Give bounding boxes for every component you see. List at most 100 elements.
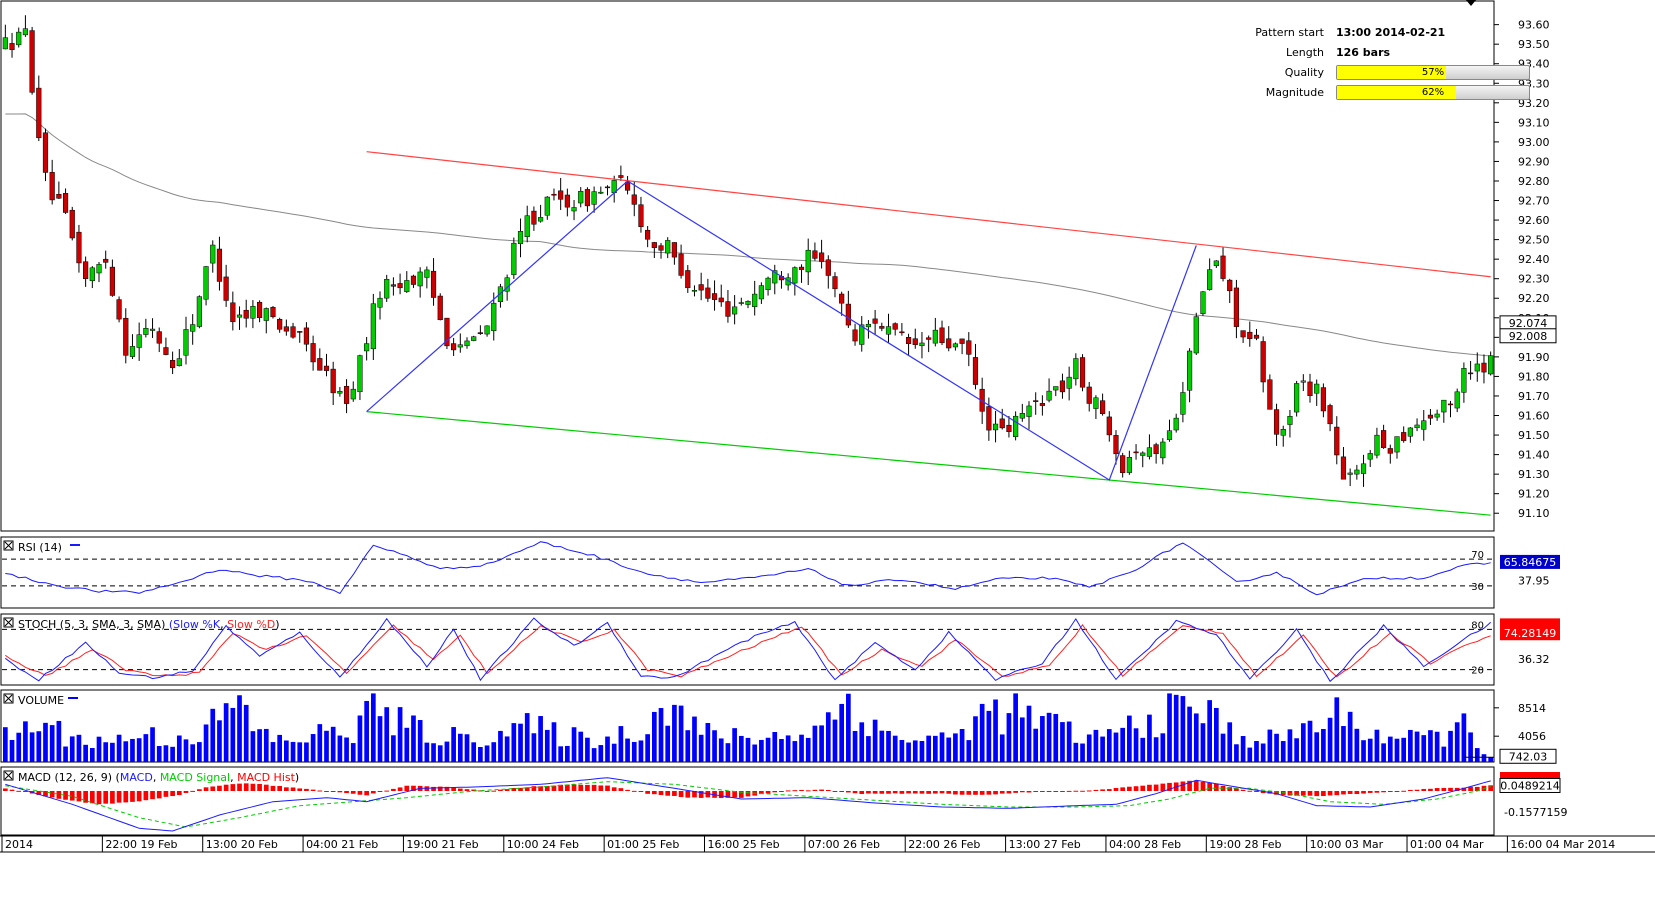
macd-hist-bar [872,791,878,794]
macd-hist-bar [1019,791,1025,793]
macd-hist-bar [551,785,557,791]
candle-body [149,328,156,331]
volume-bar [919,740,925,762]
candle-body [1434,413,1440,418]
candle [1100,393,1106,416]
candle [484,325,490,337]
macd-hist-bar [3,788,8,791]
candle-body [1481,362,1487,373]
volume-bar [531,733,537,762]
candle [116,296,122,323]
candle [946,326,952,352]
macd-hist-bar [805,790,811,792]
candle-body [283,326,289,332]
volume-bar [1381,743,1386,762]
candle [1086,381,1092,412]
macd-hist-bar [598,785,604,791]
candle-body [584,189,591,207]
candle-body [538,217,544,222]
candle [1079,354,1086,392]
candle [671,242,677,265]
candle-body [116,299,122,320]
volume-bar [1327,717,1333,762]
volume-bar [324,730,329,762]
volume-bar [678,705,684,762]
candle-body [471,336,477,341]
volume-bar [56,720,62,762]
volume-bar [979,703,985,762]
candle-body [859,324,865,345]
candle-body [1381,430,1387,448]
candle [932,317,938,347]
candle [444,317,450,350]
candle [926,335,932,353]
volume-bar [471,742,477,762]
candle-body [624,181,631,191]
candle [1267,374,1273,410]
panel-close-icon-rsi [4,541,13,550]
volume-bar [591,748,597,762]
macd-hist-bar [478,790,483,792]
volume-bar [912,740,918,762]
candle [571,200,577,221]
candle-body [190,324,196,332]
candle-body [1093,397,1099,409]
macd-hist-bar [886,791,891,794]
macd-hist-bar [544,786,550,791]
volume-bar [1140,737,1146,762]
macd-hist-bar [979,791,985,795]
volume-bar [1408,729,1413,762]
candle-body [986,406,992,431]
candle [718,284,724,307]
candle-body [1186,350,1193,391]
volume-bar [645,734,650,762]
candle-body [571,207,577,212]
macd-hist-bar [156,791,162,799]
candle [832,272,838,298]
candle-body [1467,372,1474,375]
volume-bar [431,743,436,762]
rsi-level-label: 70 [1471,550,1484,561]
volume-bar [491,742,497,762]
candle [618,165,624,182]
macd-hist-bar [993,791,998,795]
candle [370,293,376,361]
macd-hist-bar [973,791,978,795]
candle [758,282,764,304]
volume-bar [892,735,898,762]
candle [1320,383,1326,418]
time-axis-label: 13:00 27 Feb [1009,838,1081,851]
stoch-axis-label: 36.32 [1518,653,1550,666]
candle-body [691,289,698,292]
macd-hist-bar [210,786,216,791]
candle-body [290,326,296,338]
candle-body [1153,444,1159,454]
price-tick-label: 91.50 [1518,429,1550,442]
candle-body [524,215,530,237]
macd-hist-bar [966,791,972,795]
macd-hist-bar [1314,791,1320,797]
candle-body [1193,316,1199,354]
macd-hist-bar [1133,786,1139,791]
candlestick-series [2,15,1494,487]
candle [1441,399,1447,423]
volume-bar [478,746,483,762]
candle [1434,409,1440,421]
candle-body [477,332,483,334]
price-tick-label: 93.60 [1518,19,1550,32]
macd-hist-bar [785,790,791,792]
volume-bar [839,703,845,762]
volume-bar [932,735,938,762]
candle [1454,388,1460,413]
macd-hist-bar [672,791,677,796]
macd-hist-bar [250,783,256,791]
macd-line [5,777,1491,832]
candle [698,272,704,301]
volume-bar [1280,741,1286,762]
macd-hist-bar [1227,787,1233,791]
volume-bar [1321,728,1326,762]
candle [297,331,303,343]
volume-bar [1227,722,1233,762]
candle-body [42,132,49,173]
candle-body [819,252,825,262]
